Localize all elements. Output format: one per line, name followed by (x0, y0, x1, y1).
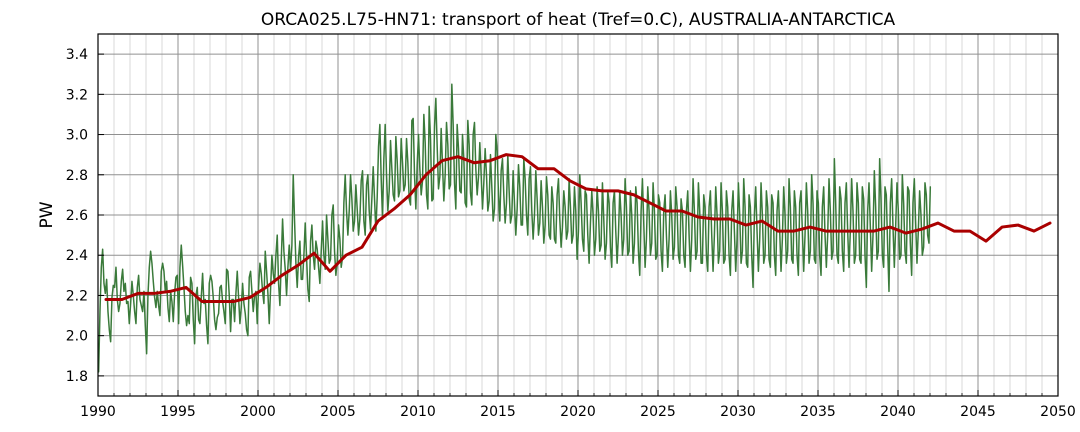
y-axis-tick-labels: 1.8 2.0 2.2 2.4 2.6 2.8 3.0 3.2 3.4 (66, 47, 88, 385)
x-tick-label: 2030 (720, 404, 756, 420)
y-tick-label: 1.8 (66, 369, 88, 385)
y-tick-label: 3.2 (66, 87, 88, 103)
x-tick-label: 2010 (400, 404, 436, 420)
x-tick-label: 2050 (1040, 404, 1076, 420)
x-tick-label: 1990 (80, 404, 116, 420)
y-tick-label: 3.4 (66, 47, 88, 63)
y-tick-label: 2.0 (66, 329, 88, 345)
chart-title: ORCA025.L75-HN71: transport of heat (Tre… (261, 10, 896, 30)
x-tick-label: 2000 (240, 404, 276, 420)
y-tick-label: 2.2 (66, 288, 88, 304)
y-axis-label: PW (37, 201, 57, 228)
x-tick-label: 2040 (880, 404, 916, 420)
x-tick-label: 2005 (320, 404, 356, 420)
x-axis-tick-labels: 1990 1995 2000 2005 2010 2015 2020 2025 2030 2035… (80, 404, 1076, 420)
x-tick-label: 1995 (160, 404, 196, 420)
x-tick-label: 2020 (560, 404, 596, 420)
annual-mean-series-line (104, 153, 1052, 303)
x-tick-label: 2015 (480, 404, 516, 420)
axis-ticks (97, 53, 1059, 396)
y-tick-label: 2.4 (66, 248, 88, 264)
x-tick-label: 2035 (800, 404, 836, 420)
y-tick-label: 3.0 (66, 128, 88, 144)
x-tick-label: 2025 (640, 404, 676, 420)
y-tick-label: 2.8 (66, 168, 88, 184)
y-tick-label: 2.6 (66, 208, 88, 224)
series-layer (97, 83, 1052, 373)
monthly-series-line (97, 83, 932, 373)
x-tick-label: 2045 (960, 404, 996, 420)
